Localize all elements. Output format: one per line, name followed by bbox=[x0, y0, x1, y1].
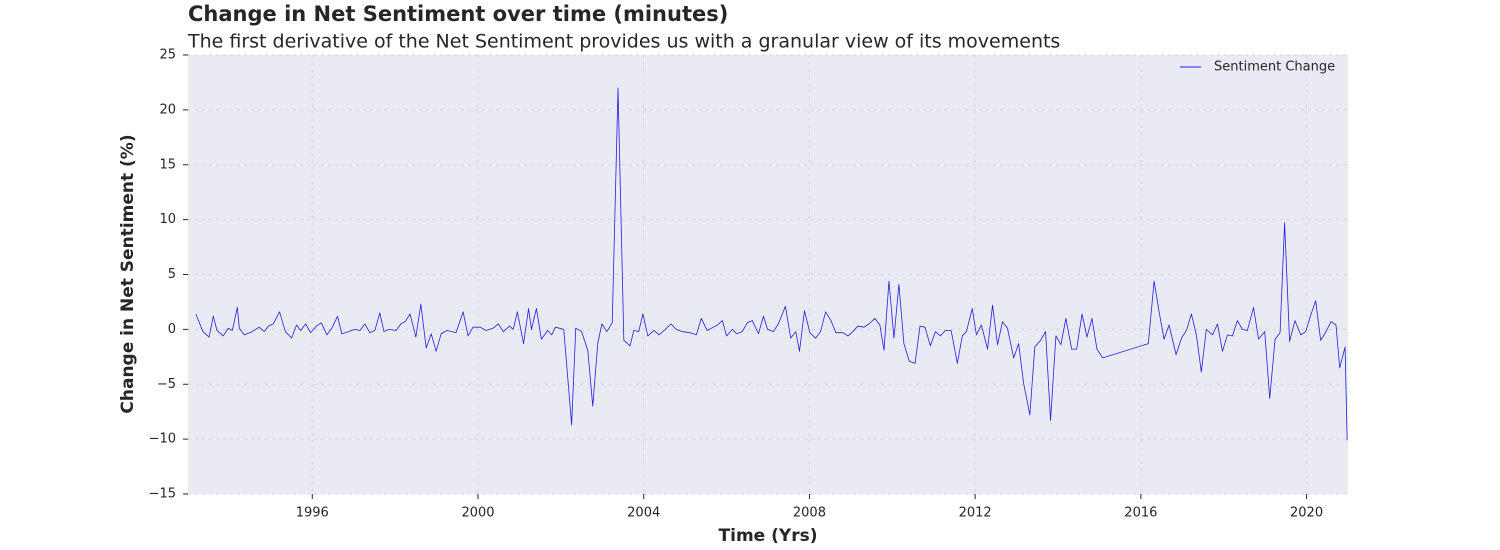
x-tick-label: 2004 bbox=[627, 506, 660, 521]
x-tick-label: 2016 bbox=[1124, 506, 1157, 521]
plot-area bbox=[188, 55, 1348, 494]
legend-label: Sentiment Change bbox=[1214, 60, 1335, 75]
y-tick-label: 15 bbox=[159, 157, 176, 172]
y-axis-label: Change in Net Sentiment (%) bbox=[118, 134, 138, 413]
x-tick-label: 2012 bbox=[959, 506, 992, 521]
x-axis-label: Time (Yrs) bbox=[719, 526, 818, 546]
x-tick-label: 2020 bbox=[1290, 506, 1323, 521]
y-tick-label: −5 bbox=[157, 377, 176, 392]
legend: Sentiment Change bbox=[1180, 60, 1335, 75]
y-tick-label: −10 bbox=[149, 432, 176, 447]
x-tick-label: 1996 bbox=[296, 506, 329, 521]
x-tick-label: 2000 bbox=[461, 506, 494, 521]
y-tick-label: 0 bbox=[168, 322, 176, 337]
y-tick-label: 20 bbox=[159, 102, 176, 117]
y-tick-label: −15 bbox=[149, 487, 176, 502]
y-tick-label: 25 bbox=[159, 48, 176, 63]
x-tick-label: 2008 bbox=[793, 506, 826, 521]
chart-title: Change in Net Sentiment over time (minut… bbox=[188, 2, 728, 26]
y-tick-label: 10 bbox=[159, 212, 176, 227]
chart-subtitle: The first derivative of the Net Sentimen… bbox=[187, 31, 1060, 53]
y-tick-label: 5 bbox=[168, 267, 176, 282]
data-line bbox=[195, 87, 1348, 441]
